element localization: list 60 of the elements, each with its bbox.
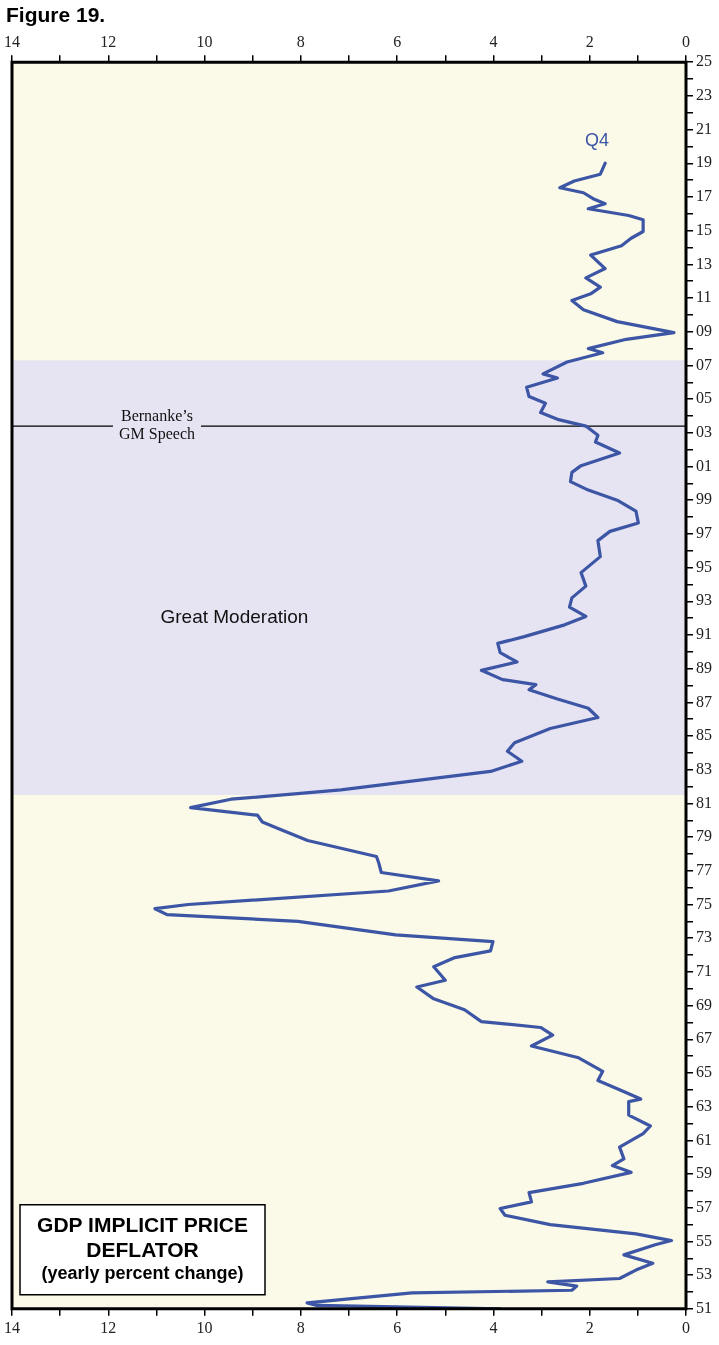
x2-tick-label: 2 — [585, 32, 594, 50]
y-tick-label: 09 — [696, 321, 712, 339]
y-tick-label: 91 — [696, 625, 712, 643]
x2-tick-label: 6 — [393, 32, 402, 50]
y-tick-label: 73 — [696, 928, 712, 946]
x-tick-label: 12 — [100, 1318, 117, 1336]
y-tick-label: 05 — [696, 389, 712, 407]
y-tick-label: 23 — [696, 86, 712, 104]
y-tick-label: 11 — [696, 288, 712, 306]
y-tick-label: 83 — [696, 759, 712, 777]
x2-tick-label: 12 — [100, 32, 117, 50]
y-tick-label: 71 — [696, 962, 712, 980]
y-tick-label: 59 — [696, 1164, 712, 1182]
text: GDP IMPLICIT PRICE DEFLATOR — [37, 1212, 248, 1261]
y-tick-label: 79 — [696, 827, 712, 845]
y-tick-label: 53 — [696, 1265, 712, 1283]
y-tick-label: 19 — [696, 153, 712, 171]
text: (yearly percent change) — [41, 1262, 244, 1283]
x-tick-label: 6 — [393, 1318, 402, 1336]
y-tick-label: 51 — [696, 1299, 712, 1316]
x-tick-label: 0 — [682, 1318, 690, 1336]
x-tick-label: 14 — [4, 1318, 20, 1336]
y-tick-label: 85 — [696, 726, 712, 744]
y-tick-label: 89 — [696, 658, 712, 676]
y-tick-label: 13 — [696, 254, 712, 272]
y-tick-label: 21 — [696, 119, 712, 137]
y-tick-label: 55 — [696, 1231, 712, 1249]
y-tick-label: 77 — [696, 861, 712, 879]
x2-tick-label: 10 — [196, 32, 213, 50]
y-tick-label: 69 — [696, 995, 712, 1013]
x2-tick-label: 14 — [4, 32, 20, 50]
y-tick-label: 17 — [696, 187, 712, 205]
x-tick-label: 8 — [296, 1318, 305, 1336]
x2-tick-label: 8 — [296, 32, 305, 50]
annotation: Q4 — [585, 130, 610, 151]
y-tick-label: 65 — [696, 1063, 712, 1081]
y-tick-label: 67 — [696, 1029, 712, 1047]
x-tick-label: 10 — [196, 1318, 213, 1336]
y-tick-label: 07 — [696, 355, 712, 373]
y-tick-label: 81 — [696, 793, 712, 811]
y-tick-label: 75 — [696, 894, 712, 912]
y-tick-label: 87 — [696, 692, 712, 710]
y-tick-label: 57 — [696, 1197, 712, 1215]
y-tick-label: 15 — [696, 220, 712, 238]
y-tick-label: 99 — [696, 490, 712, 508]
y-tick-label: 97 — [696, 524, 712, 542]
band-label: Great Moderation — [160, 605, 309, 627]
y-tick-label: 93 — [696, 591, 712, 609]
y-tick-label: 63 — [696, 1096, 712, 1114]
y-tick-label: 03 — [696, 423, 712, 441]
caption: Figure 19. — [6, 2, 106, 26]
y-tick-label: 95 — [696, 557, 712, 575]
x2-tick-label: 0 — [682, 32, 690, 50]
x-tick-label: 4 — [489, 1318, 498, 1336]
ref-line-label: Bernanke’s GM Speech — [119, 407, 195, 444]
y-tick-label: 01 — [696, 456, 712, 474]
y-tick-label: 25 — [696, 52, 712, 70]
x-tick-label: 2 — [585, 1318, 594, 1336]
y-tick-label: 61 — [696, 1130, 712, 1148]
x2-tick-label: 4 — [489, 32, 498, 50]
